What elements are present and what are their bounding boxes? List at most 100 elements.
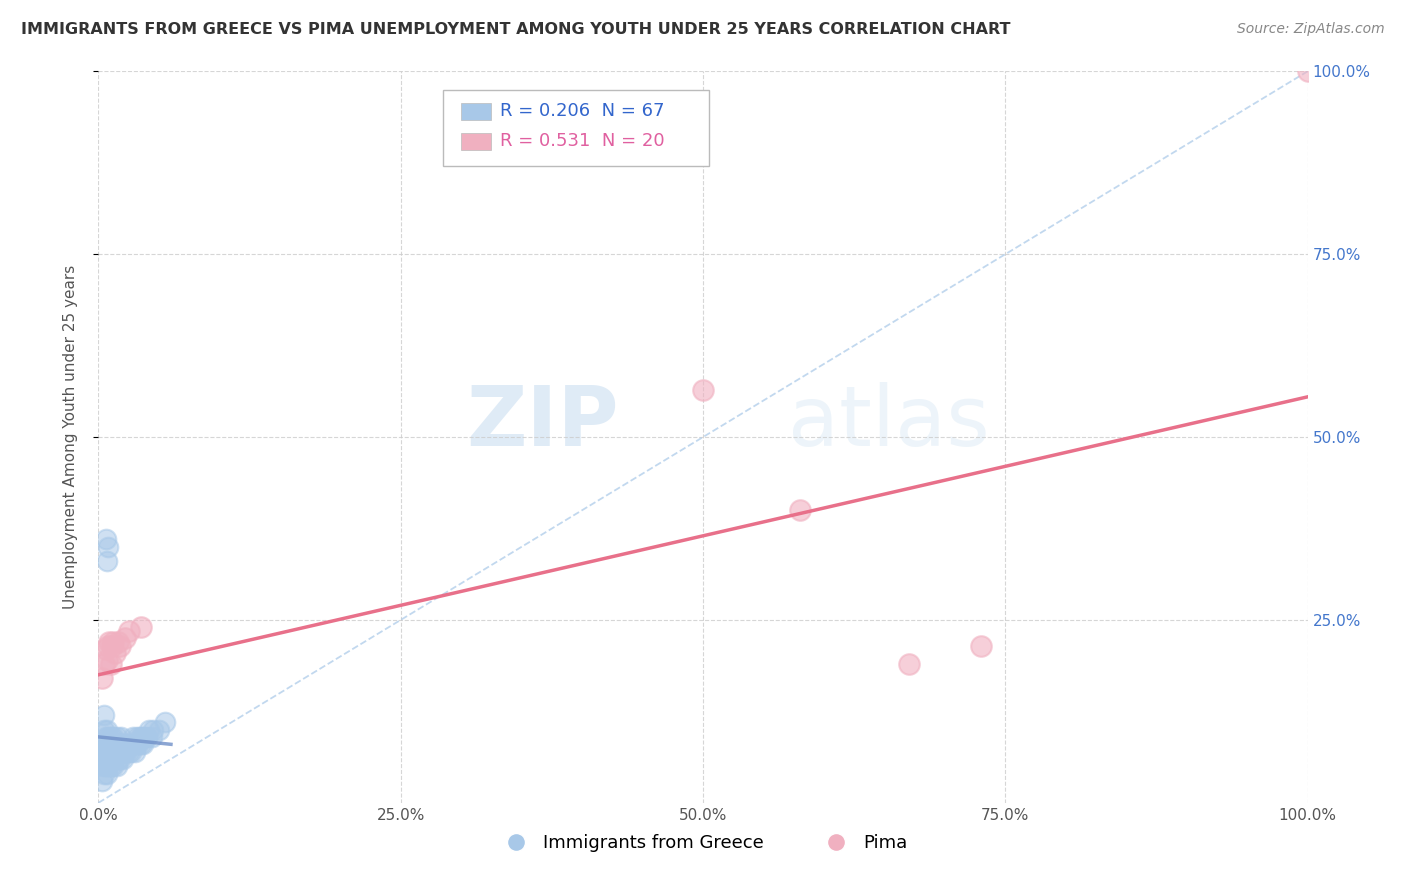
Point bbox=[96, 723, 118, 737]
Point bbox=[96, 653, 118, 667]
Point bbox=[96, 766, 118, 780]
Point bbox=[127, 737, 149, 751]
FancyBboxPatch shape bbox=[461, 133, 492, 150]
Point bbox=[94, 730, 117, 744]
Text: atlas: atlas bbox=[787, 382, 990, 463]
Point bbox=[98, 635, 121, 649]
Point bbox=[97, 759, 120, 773]
Point bbox=[100, 657, 122, 671]
Point bbox=[94, 745, 117, 759]
Point bbox=[114, 632, 136, 646]
Point bbox=[96, 737, 118, 751]
Point bbox=[107, 752, 129, 766]
Point bbox=[94, 642, 117, 657]
Point bbox=[128, 730, 150, 744]
Point bbox=[101, 745, 124, 759]
Point bbox=[97, 639, 120, 653]
Point bbox=[110, 730, 132, 744]
Text: IMMIGRANTS FROM GREECE VS PIMA UNEMPLOYMENT AMONG YOUTH UNDER 25 YEARS CORRELATI: IMMIGRANTS FROM GREECE VS PIMA UNEMPLOYM… bbox=[21, 22, 1011, 37]
Point bbox=[94, 759, 117, 773]
Point bbox=[100, 639, 122, 653]
Point bbox=[100, 752, 122, 766]
Point bbox=[108, 745, 131, 759]
Point bbox=[105, 730, 128, 744]
Point bbox=[118, 737, 141, 751]
Point bbox=[117, 737, 139, 751]
Point bbox=[108, 737, 131, 751]
Point bbox=[93, 752, 115, 766]
Point bbox=[135, 730, 157, 744]
Point bbox=[101, 759, 124, 773]
Point bbox=[100, 745, 122, 759]
Point bbox=[93, 723, 115, 737]
Point bbox=[897, 657, 920, 671]
Point bbox=[93, 708, 115, 723]
Point bbox=[96, 554, 118, 568]
Point bbox=[122, 730, 145, 744]
Point bbox=[105, 759, 128, 773]
Text: R = 0.531  N = 20: R = 0.531 N = 20 bbox=[501, 132, 665, 150]
Y-axis label: Unemployment Among Youth under 25 years: Unemployment Among Youth under 25 years bbox=[63, 265, 77, 609]
Point bbox=[97, 540, 120, 554]
Point bbox=[120, 745, 142, 759]
Point bbox=[121, 737, 143, 751]
Point bbox=[111, 737, 134, 751]
Point bbox=[101, 730, 124, 744]
Point bbox=[127, 730, 149, 744]
Point bbox=[138, 723, 160, 737]
Point bbox=[93, 737, 115, 751]
Text: Source: ZipAtlas.com: Source: ZipAtlas.com bbox=[1237, 22, 1385, 37]
Point bbox=[108, 639, 131, 653]
Point bbox=[100, 730, 122, 744]
Point bbox=[692, 383, 714, 397]
Point bbox=[91, 745, 114, 759]
Point bbox=[789, 503, 811, 517]
Point bbox=[97, 730, 120, 744]
Point bbox=[103, 737, 125, 751]
Point bbox=[129, 620, 152, 634]
Point bbox=[107, 635, 129, 649]
Point bbox=[103, 752, 125, 766]
Text: ZIP: ZIP bbox=[465, 382, 619, 463]
Point bbox=[118, 745, 141, 759]
Point bbox=[153, 715, 176, 730]
Point bbox=[124, 745, 146, 759]
Point bbox=[97, 745, 120, 759]
Point bbox=[131, 730, 153, 744]
Legend: Immigrants from Greece, Pima: Immigrants from Greece, Pima bbox=[491, 827, 915, 860]
Point bbox=[100, 759, 122, 773]
Point bbox=[107, 737, 129, 751]
Point bbox=[141, 730, 163, 744]
Point bbox=[91, 672, 114, 686]
Point bbox=[118, 624, 141, 638]
Point bbox=[98, 752, 121, 766]
Point bbox=[101, 635, 124, 649]
Point bbox=[110, 745, 132, 759]
Point bbox=[134, 730, 156, 744]
Point bbox=[132, 737, 155, 751]
Point bbox=[105, 745, 128, 759]
Point bbox=[142, 723, 165, 737]
Point bbox=[112, 745, 135, 759]
Point bbox=[111, 752, 134, 766]
Point bbox=[148, 723, 170, 737]
Point bbox=[98, 737, 121, 751]
Point bbox=[125, 737, 148, 751]
Point bbox=[114, 737, 136, 751]
Point bbox=[100, 737, 122, 751]
Point bbox=[104, 745, 127, 759]
Point bbox=[104, 646, 127, 660]
Point bbox=[94, 533, 117, 547]
FancyBboxPatch shape bbox=[443, 90, 709, 167]
Point bbox=[129, 737, 152, 751]
Text: R = 0.206  N = 67: R = 0.206 N = 67 bbox=[501, 102, 665, 120]
Point bbox=[96, 752, 118, 766]
FancyBboxPatch shape bbox=[461, 103, 492, 120]
Point bbox=[1296, 64, 1319, 78]
Point bbox=[115, 745, 138, 759]
Point bbox=[93, 657, 115, 671]
Point bbox=[93, 766, 115, 780]
Point bbox=[91, 759, 114, 773]
Point bbox=[108, 752, 131, 766]
Point bbox=[91, 773, 114, 788]
